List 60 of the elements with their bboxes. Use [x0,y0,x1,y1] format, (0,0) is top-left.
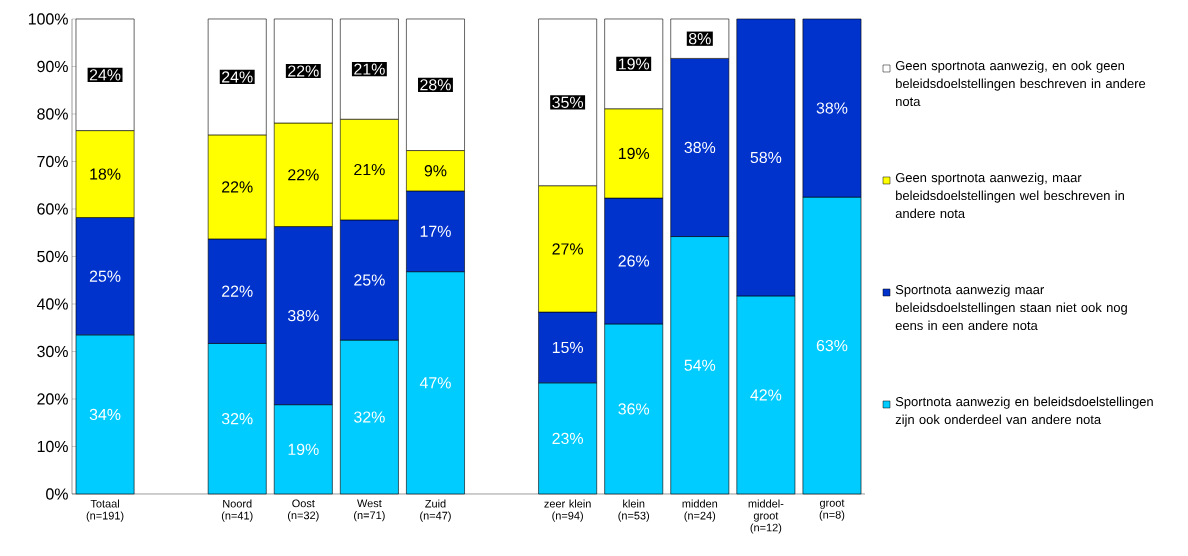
data-label: 38% [684,141,716,154]
y-tick-label: 30% [37,345,68,358]
data-label: 22% [222,181,253,193]
y-tick-label: 90% [37,60,68,73]
data-label: 22% [288,65,319,77]
y-tick-label: 40% [36,298,68,310]
data-label: 26% [618,255,650,267]
data-label: 22% [288,169,319,181]
data-label: 42% [750,389,782,401]
data-label: 24% [222,71,253,83]
data-label: 9% [424,165,447,177]
x-tick-label: Noord (n=41) [221,499,253,522]
data-label: 32% [221,413,253,425]
x-tick-label: middel-groot (n=12) [748,499,784,534]
data-label: 38% [287,309,319,322]
data-label: 19% [618,58,650,70]
y-tick-label: 10% [37,440,68,453]
y-tick-label: 100% [28,13,68,25]
y-tick-label: 20% [37,393,68,405]
data-label: 21% [354,163,385,176]
data-label: 19% [288,443,319,455]
y-tick-label: 60% [37,203,68,215]
data-label: 19% [618,147,650,160]
data-label: 25% [354,274,385,286]
data-label: 34% [89,408,121,421]
data-label: 21% [354,63,385,75]
legend-label: Geen sportnota aanwezig, maar beleidsdoelstellingen wel beschreven in andere nota [895,172,1124,219]
legend-label: Geen sportnota aanwezig, en ook geen beleidsdoelstellingen beschreven in andere nota [895,60,1146,107]
data-label: 54% [684,359,716,371]
data-label: 38% [816,102,848,114]
data-label: 24% [89,69,121,81]
data-label: 8% [688,33,711,45]
legend-label: Sportnota aanwezig en beleidsdoelstellingen zijn ook onderdeel van andere nota [895,396,1153,427]
data-label: 22% [222,285,253,297]
y-tick-label: 0% [46,488,68,500]
x-tick-label: Oost (n=32) [287,499,319,522]
data-label: 18% [90,168,121,180]
y-tick-label: 70% [37,155,68,168]
x-tick-label: West (n=71) [354,499,385,522]
data-label: 32% [354,411,385,423]
data-label: 58% [750,151,782,164]
data-label: 25% [89,270,121,282]
x-tick-label: Zuid (n=47) [420,499,451,522]
x-tick-label: zeer klein (n=94) [544,499,591,522]
x-tick-label: klein (n=53) [618,499,650,522]
legend-label: Sportnota aanwezig maar beleidsdoelstellingen staan niet ook nog eens in een andere nota [895,284,1127,331]
data-label: 17% [420,225,451,237]
data-label: 27% [552,243,584,255]
data-label: 28% [420,79,451,91]
data-label: 35% [552,96,584,108]
x-tick-label: Totaal (n=191) [86,499,124,522]
y-tick-label: 50% [37,250,68,263]
data-label: 15% [552,341,584,354]
y-tick-label: 80% [37,108,68,120]
x-tick-label: midden (n=24) [682,499,718,522]
data-label: 47% [419,377,451,389]
data-label: 63% [816,339,848,352]
data-label: 36% [618,403,650,415]
x-tick-label: groot (n=8) [819,499,845,521]
data-label: 23% [552,432,584,445]
